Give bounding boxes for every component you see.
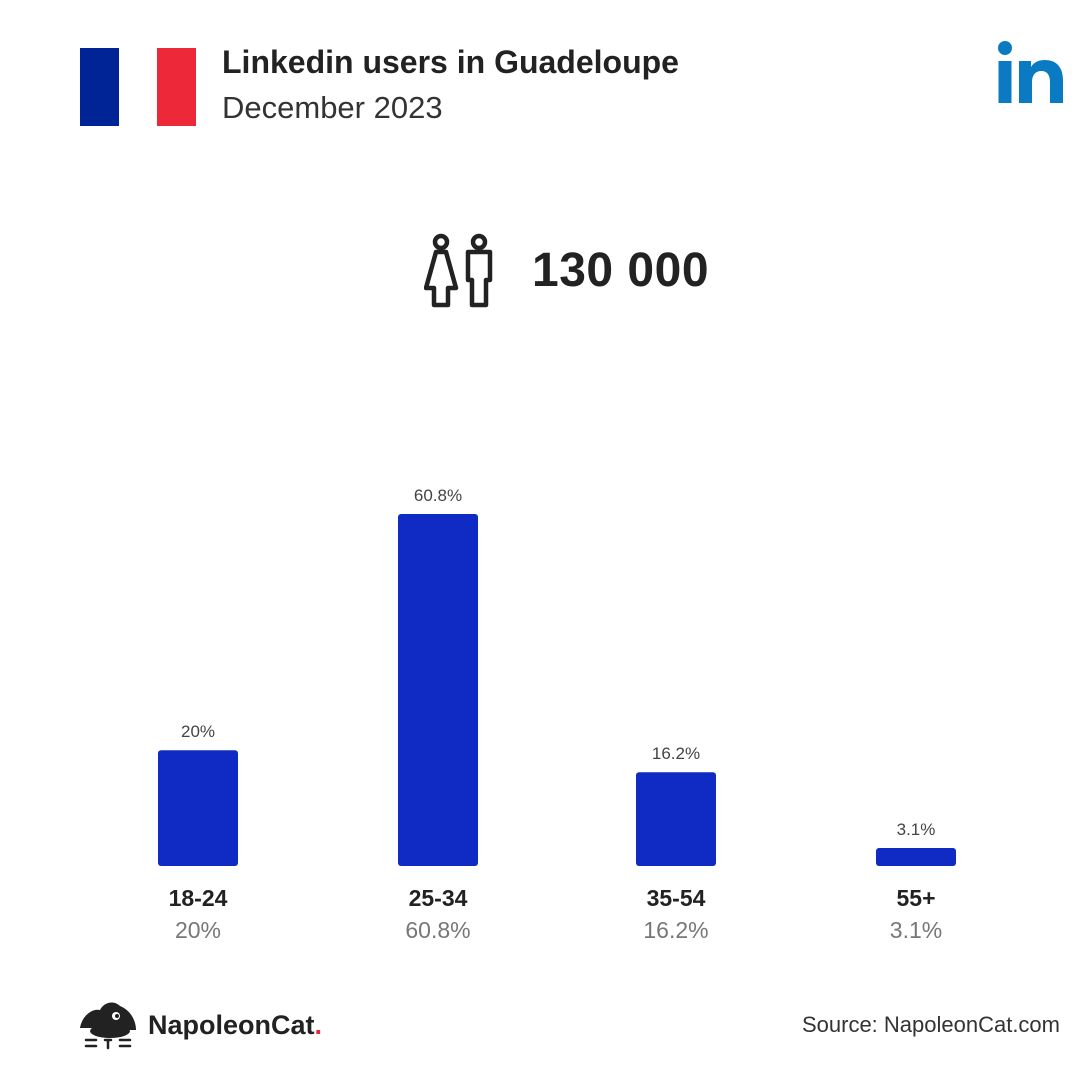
linkedin-logo-icon (998, 41, 1063, 103)
people-icon (424, 233, 493, 308)
napoleoncat-logo: NapoleonCat. (78, 998, 322, 1052)
bar-18-24 (158, 750, 238, 866)
category-label: 18-24 (169, 885, 228, 911)
footer-brand: NapoleonCat. (148, 1010, 322, 1041)
footer-brand-dot: . (314, 1009, 323, 1040)
category-label: 35-54 (647, 885, 706, 911)
total-users: 130 000 (424, 232, 709, 308)
category-percent-label: 60.8% (405, 917, 470, 943)
category-percent-label: 20% (175, 917, 221, 943)
category-label: 25-34 (409, 885, 468, 911)
bar-55+ (876, 848, 956, 866)
category-percent-label: 16.2% (643, 917, 708, 943)
source-note: Source: NapoleonCat.com (801, 1012, 1060, 1037)
page-title: Linkedin users in Guadeloupe (222, 44, 679, 80)
flag-stripe-white (118, 48, 158, 126)
total-users-value: 130 000 (532, 243, 710, 297)
flag-stripe-blue (80, 48, 119, 126)
bar-value-label: 3.1% (897, 820, 936, 839)
bar-25-34 (398, 514, 478, 866)
category-label: 55+ (896, 885, 935, 911)
page-subtitle: December 2023 (222, 90, 443, 125)
category-percent-label: 3.1% (890, 917, 942, 943)
bar-value-label: 20% (181, 722, 215, 741)
france-flag-icon (80, 48, 197, 126)
bar-value-label: 16.2% (652, 744, 700, 763)
footer-brand-name: NapoleonCat (148, 1009, 315, 1040)
bar-35-54 (636, 772, 716, 866)
bar-value-label: 60.8% (414, 486, 462, 505)
flag-stripe-red (157, 48, 197, 126)
napoleoncat-cat-icon (80, 1002, 136, 1050)
